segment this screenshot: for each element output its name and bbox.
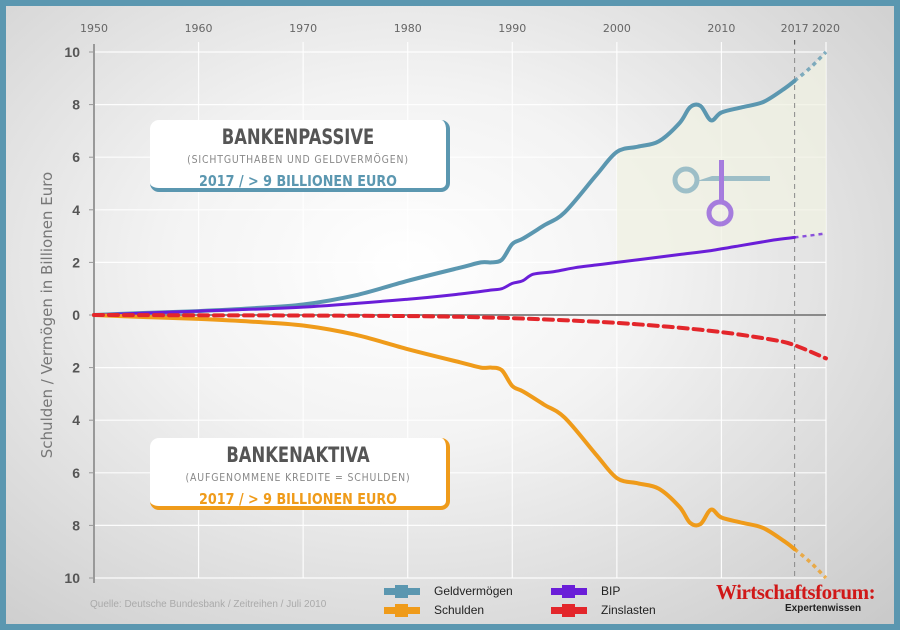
y-tick-6: 2 bbox=[72, 360, 80, 376]
y-tick-7: 4 bbox=[72, 412, 80, 428]
x-tick-2020: 2020 bbox=[812, 22, 840, 35]
legend-swatch-schulden bbox=[384, 604, 420, 617]
series-line-schulden bbox=[92, 313, 797, 552]
x-tick-2017: 2017 bbox=[781, 22, 809, 35]
brand-tagline: Expertenwissen bbox=[785, 603, 862, 614]
y-tick-9: 8 bbox=[72, 517, 80, 533]
y-tick-1: 8 bbox=[72, 97, 80, 113]
bankenpassive-value: 2017 / > 9 BILLIONEN EURO bbox=[199, 172, 397, 190]
legend-swatch-geldvermoegen bbox=[384, 585, 420, 598]
y-tick-5: 0 bbox=[72, 307, 80, 323]
y-tick-2: 6 bbox=[72, 149, 80, 165]
x-tick-1980: 1980 bbox=[394, 22, 422, 35]
legend-swatch-bip bbox=[551, 585, 587, 598]
x-tick-1970: 1970 bbox=[289, 22, 317, 35]
x-tick-1960: 1960 bbox=[185, 22, 213, 35]
bankenpassive-box: BANKENPASSIVE (SICHTGUTHABEN UND GELDVER… bbox=[150, 120, 450, 192]
x-tick-1950: 1950 bbox=[80, 22, 108, 35]
series-projection-schulden bbox=[793, 547, 828, 580]
scissors-icon bbox=[672, 160, 770, 227]
x-tick-1990: 1990 bbox=[498, 22, 526, 35]
source-note: Quelle: Deutsche Bundesbank / Zeitreihen… bbox=[90, 599, 327, 610]
bankenaktiva-value: 2017 / > 9 BILLIONEN EURO bbox=[199, 490, 397, 508]
y-tick-0: 10 bbox=[64, 44, 80, 60]
bankenaktiva-box: BANKENAKTIVA (AUFGENOMMENE KREDITE = SCH… bbox=[150, 438, 450, 510]
y-tick-10: 10 bbox=[64, 570, 80, 586]
legend-label-bip: BIP bbox=[601, 584, 621, 598]
y-tick-3: 4 bbox=[72, 202, 80, 218]
series-line-bip bbox=[92, 235, 797, 317]
series-line-geldvermoegen bbox=[92, 78, 797, 317]
x-tick-2010: 2010 bbox=[707, 22, 735, 35]
series-projection-bip bbox=[794, 232, 827, 239]
gap-shading bbox=[616, 52, 826, 263]
legend-label-zinslasten: Zinslasten bbox=[601, 603, 656, 617]
y-axis-label: Schulden / Vermögen in Billionen Euro bbox=[38, 172, 56, 458]
bankenpassive-subtitle: (SICHTGUTHABEN UND GELDVERMÖGEN) bbox=[187, 153, 409, 166]
bankenaktiva-title: BANKENAKTIVA bbox=[226, 443, 370, 467]
legend-swatch-zinslasten bbox=[551, 604, 587, 617]
y-tick-4: 2 bbox=[72, 254, 80, 270]
bankenpassive-title: BANKENPASSIVE bbox=[221, 125, 375, 149]
brand-logo: Wirtschaftsforum: bbox=[716, 580, 876, 604]
y-tick-8: 6 bbox=[72, 465, 80, 481]
x-tick-2000: 2000 bbox=[603, 22, 631, 35]
bankenaktiva-subtitle: (AUFGENOMMENE KREDITE = SCHULDEN) bbox=[185, 471, 411, 484]
legend-label-schulden: Schulden bbox=[434, 603, 485, 617]
series-lines bbox=[92, 50, 828, 580]
x-tick-labels: 1950 1960 1970 1980 1990 2000 2010 2017 2020 bbox=[80, 22, 840, 35]
series-line-zinslasten bbox=[92, 313, 828, 361]
legend-label-geldvermoegen: Geldvermögen bbox=[434, 584, 513, 598]
y-tick-labels: 10 8 6 4 2 0 2 4 6 8 10 bbox=[64, 44, 80, 586]
